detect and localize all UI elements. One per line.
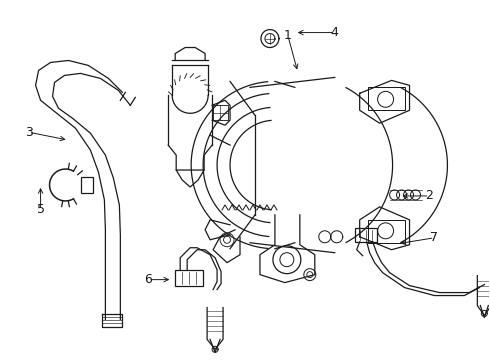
Text: 5: 5 bbox=[37, 203, 45, 216]
Text: 2: 2 bbox=[425, 189, 434, 202]
Text: 6: 6 bbox=[145, 273, 152, 286]
Text: 4: 4 bbox=[331, 26, 339, 39]
Text: 3: 3 bbox=[24, 126, 32, 139]
Text: 1: 1 bbox=[284, 29, 292, 42]
Text: 7: 7 bbox=[430, 231, 439, 244]
